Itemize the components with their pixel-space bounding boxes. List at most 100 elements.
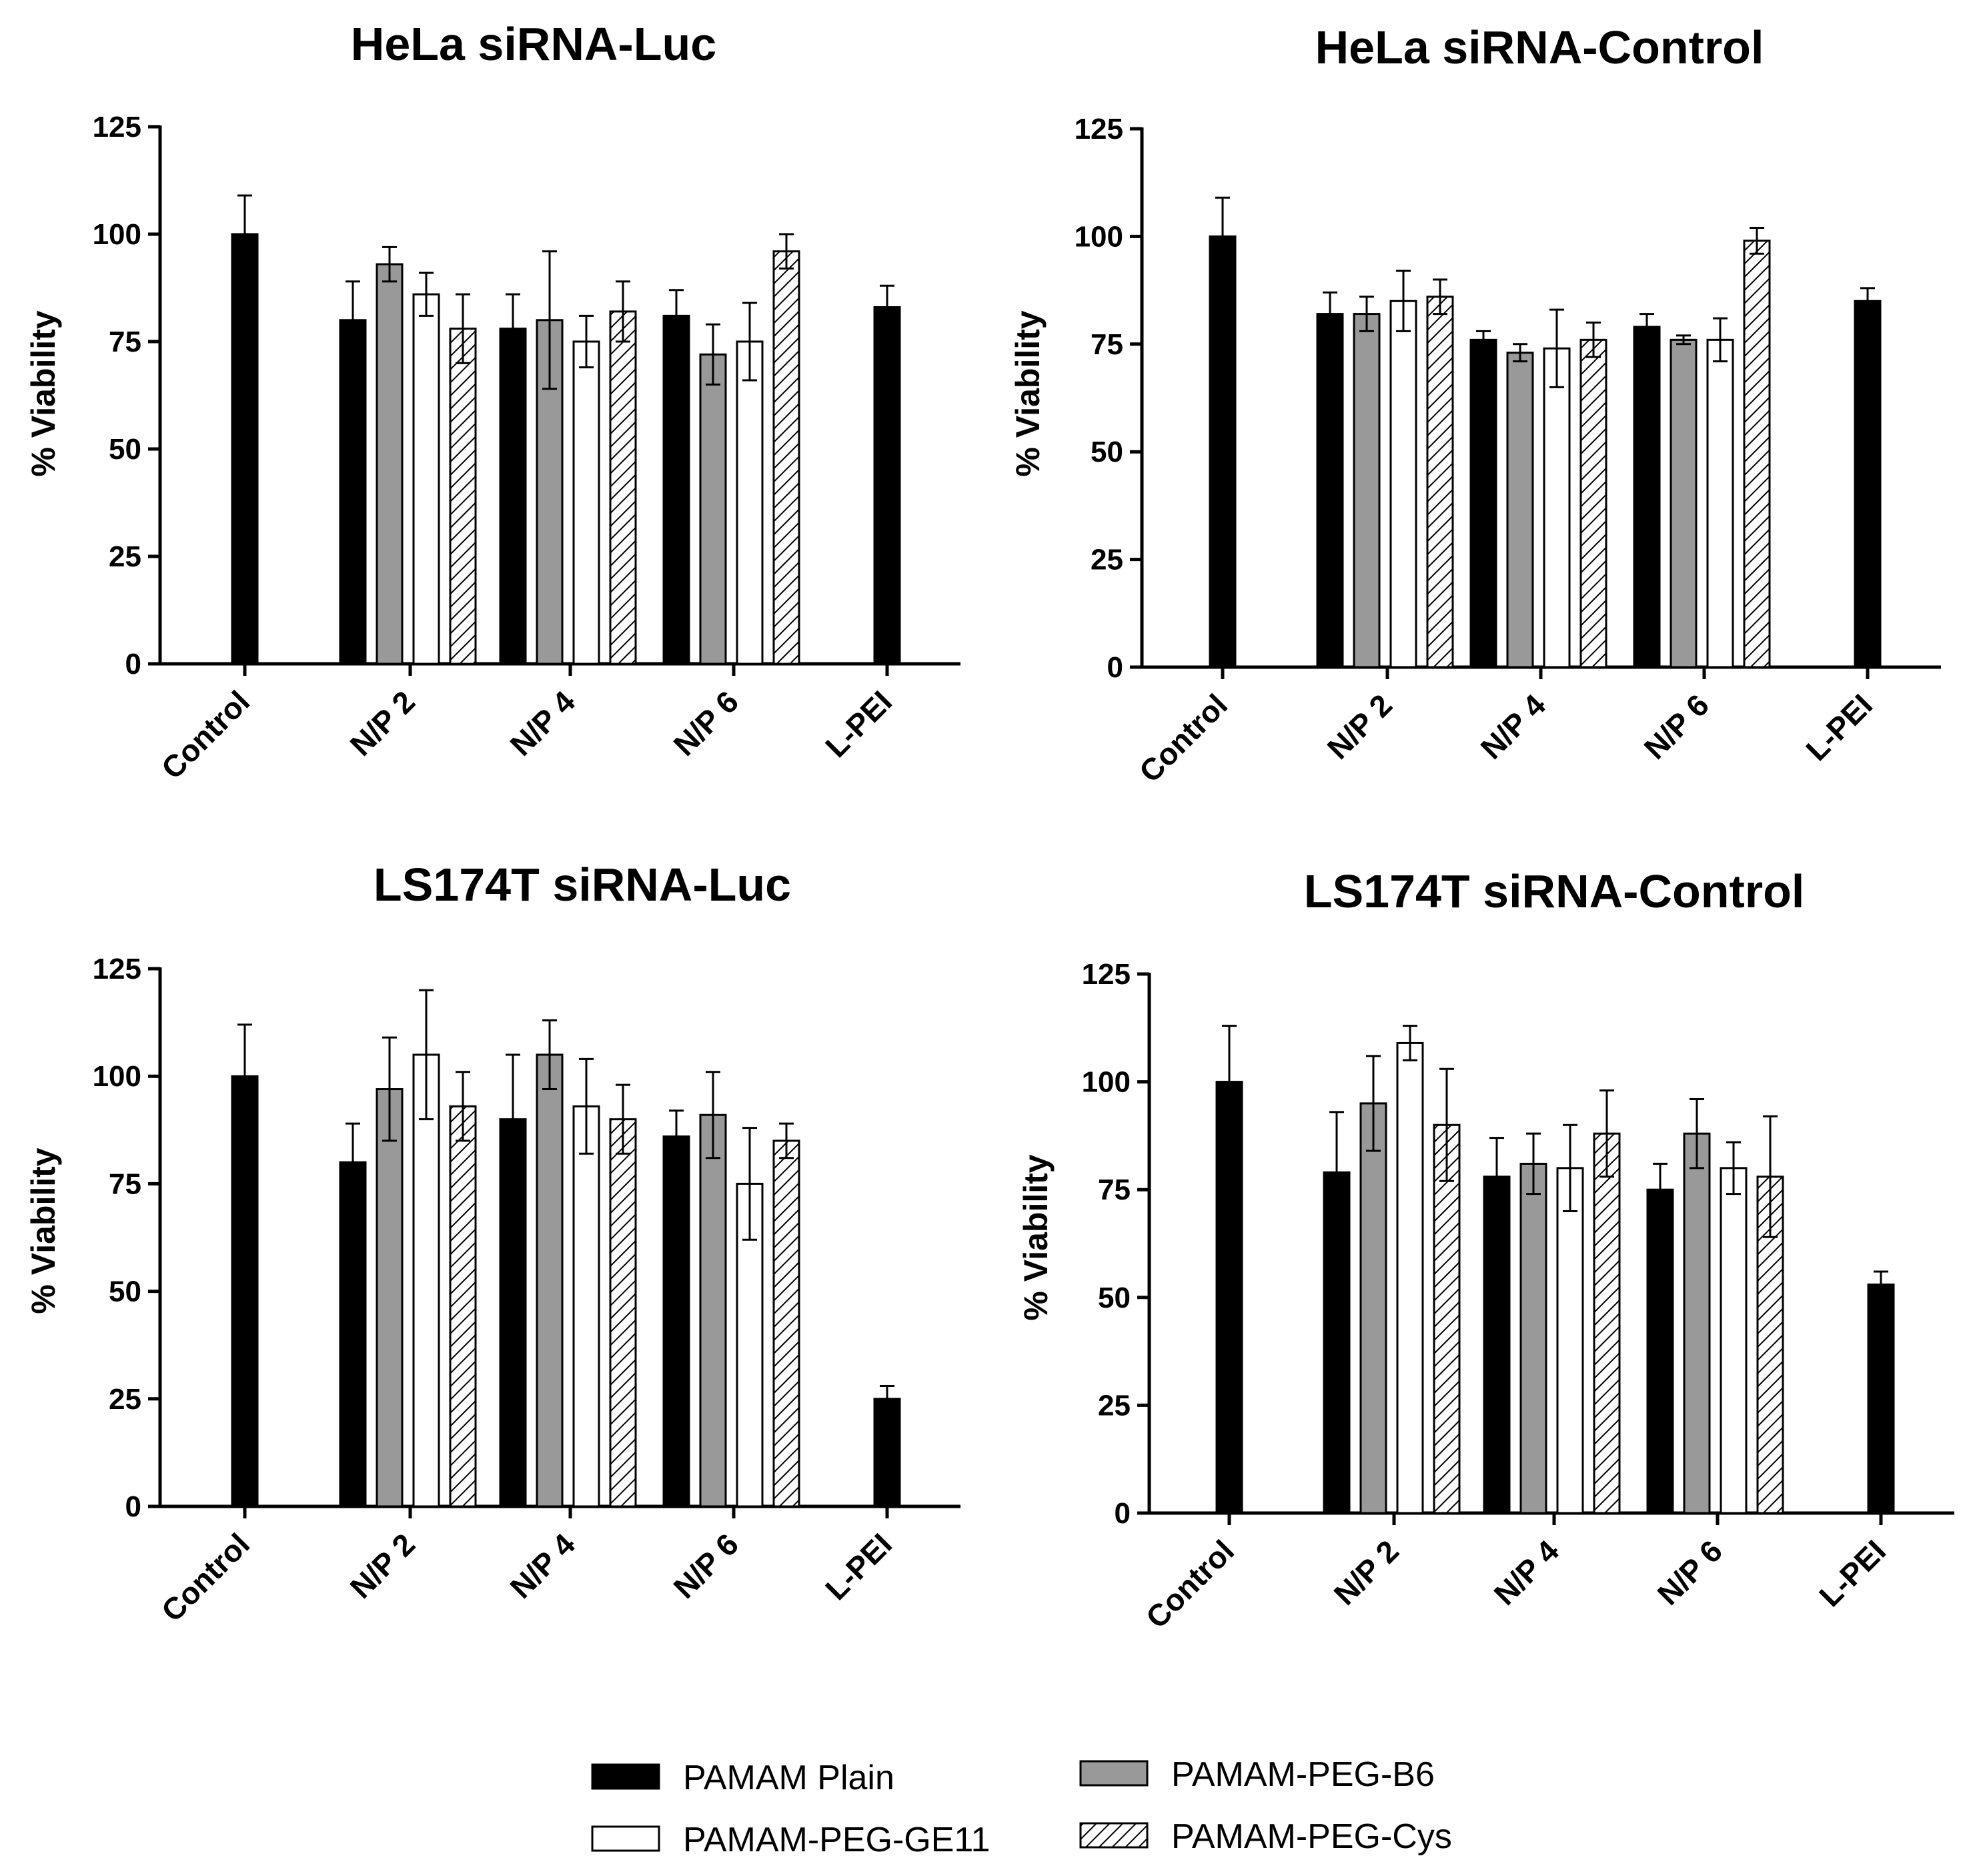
bar-plain [1469, 338, 1497, 668]
bar-cys [1579, 338, 1607, 668]
bar-cys [1593, 1132, 1621, 1514]
legend-swatch-plain [591, 1763, 660, 1790]
bar-ge11 [412, 293, 440, 665]
bar-ge11 [1706, 338, 1734, 668]
legend-label-ge11: PAMAM-PEG-GE11 [683, 1821, 990, 1859]
bar-plain [1483, 1176, 1511, 1514]
bar-ge11 [736, 340, 764, 665]
chart-title: HeLa siRNA-Control [1315, 21, 1764, 73]
bar-cys [609, 1118, 637, 1508]
bar-ge11 [1556, 1167, 1584, 1514]
bar-cys [1426, 296, 1454, 668]
x-tick-label: N/P 6 [667, 1526, 746, 1605]
bar-b6 [376, 263, 404, 665]
y-tick-label: 125 [1082, 958, 1131, 991]
y-tick-label: 0 [1115, 1497, 1131, 1530]
x-tick-label: N/P 6 [1651, 1533, 1730, 1612]
chart-title: LS174T siRNA-Luc [374, 859, 791, 911]
x-tick-label: N/P 4 [504, 1526, 582, 1605]
y-axis-label: % Viability [1009, 310, 1047, 476]
bar-cys [772, 250, 800, 665]
y-tick-label: 50 [109, 433, 141, 466]
bar-ge11 [572, 1105, 600, 1508]
bar-plain [231, 233, 259, 665]
bar-b6 [376, 1088, 404, 1508]
x-tick-label: L-PEI [1812, 1533, 1892, 1613]
x-tick-label: N/P 6 [667, 684, 746, 763]
x-tick-label: N/P 6 [1637, 687, 1716, 766]
y-tick-label: 75 [109, 326, 141, 358]
y-tick-label: 25 [109, 540, 141, 573]
bar-plain [662, 314, 690, 665]
y-tick-label: 75 [1098, 1174, 1131, 1206]
bar-b6 [1670, 338, 1698, 668]
y-tick-label: 100 [1082, 1066, 1131, 1099]
x-tick-label: N/P 4 [1487, 1533, 1566, 1612]
y-tick-label: 75 [109, 1167, 141, 1200]
bar-plain [1209, 235, 1237, 668]
y-tick-label: 75 [1091, 328, 1123, 361]
x-tick-label: Control [155, 1526, 256, 1628]
y-axis-label: % Viability [1017, 1154, 1055, 1320]
y-tick-label: 100 [93, 218, 141, 251]
bar-plain [873, 306, 901, 665]
x-tick-label: N/P 2 [344, 684, 422, 763]
chart-title: HeLa siRNA-Luc [351, 18, 716, 70]
bar-plain [1646, 1188, 1674, 1514]
legend-swatch-ge11 [591, 1825, 660, 1852]
bar-cys [609, 310, 637, 665]
bar-b6 [699, 353, 727, 665]
y-tick-label: 125 [93, 111, 141, 143]
x-tick-label: N/P 2 [344, 1526, 422, 1605]
y-tick-label: 0 [125, 648, 141, 680]
bar-plain [1633, 326, 1661, 668]
bar-plain [231, 1075, 259, 1508]
bar-ge11 [1720, 1167, 1748, 1514]
y-axis-label: % Viability [25, 1147, 62, 1314]
y-tick-label: 50 [1091, 436, 1123, 468]
bar-plain [1854, 300, 1882, 668]
y-tick-label: 50 [109, 1276, 141, 1308]
y-tick-label: 50 [1098, 1282, 1131, 1314]
bar-b6 [536, 1053, 564, 1508]
bar-plain [662, 1135, 690, 1508]
bar-ge11 [572, 340, 600, 665]
x-tick-label: Control [1133, 687, 1234, 789]
x-tick-label: Control [1139, 1533, 1241, 1634]
bar-plain [339, 1161, 367, 1508]
bar-cys [1743, 240, 1771, 668]
bar-plain [873, 1398, 901, 1508]
chart-panel-ls174t-sirna-control: LS174T siRNA-Control % Viability 0 25 50 75… [1017, 865, 1954, 1635]
bar-plain [339, 319, 367, 665]
x-tick-label: Control [155, 684, 256, 785]
y-tick-label: 100 [1075, 220, 1123, 253]
chart-panel-hela-sirna-luc: HeLa siRNA-Luc % Viability 0 25 50 75 100 125… [25, 18, 960, 786]
x-tick-label: L-PEI [818, 684, 898, 764]
bar-cys [772, 1139, 800, 1508]
x-tick-label: L-PEI [1799, 687, 1879, 767]
bar-b6 [1353, 313, 1381, 668]
y-tick-label: 0 [125, 1490, 141, 1523]
x-tick-label: N/P 4 [1474, 687, 1553, 766]
y-axis-label: % Viability [25, 310, 62, 476]
y-tick-label: 0 [1107, 651, 1123, 684]
bar-ge11 [1396, 1041, 1424, 1514]
bar-ge11 [1389, 300, 1417, 668]
bar-cys [1433, 1123, 1461, 1514]
y-tick-label: 25 [1091, 544, 1123, 576]
bar-cys [449, 1105, 477, 1508]
chart-panel-hela-sirna-control: HeLa siRNA-Control % Viability 0 25 50 75 10… [1009, 21, 1941, 789]
bar-b6 [1683, 1132, 1711, 1514]
bar-plain [1867, 1283, 1895, 1514]
y-tick-label: 25 [109, 1383, 141, 1416]
legend-label-plain: PAMAM Plain [683, 1759, 894, 1797]
legend-swatch-b6 [1079, 1760, 1149, 1787]
bar-plain [499, 328, 527, 665]
legend-swatch-cys [1079, 1822, 1149, 1849]
x-tick-label: N/P 2 [1327, 1533, 1406, 1612]
bar-plain [1215, 1081, 1243, 1514]
legend-label-b6: PAMAM-PEG-B6 [1171, 1755, 1435, 1794]
bar-b6 [1359, 1102, 1387, 1514]
bar-b6 [1506, 352, 1534, 668]
